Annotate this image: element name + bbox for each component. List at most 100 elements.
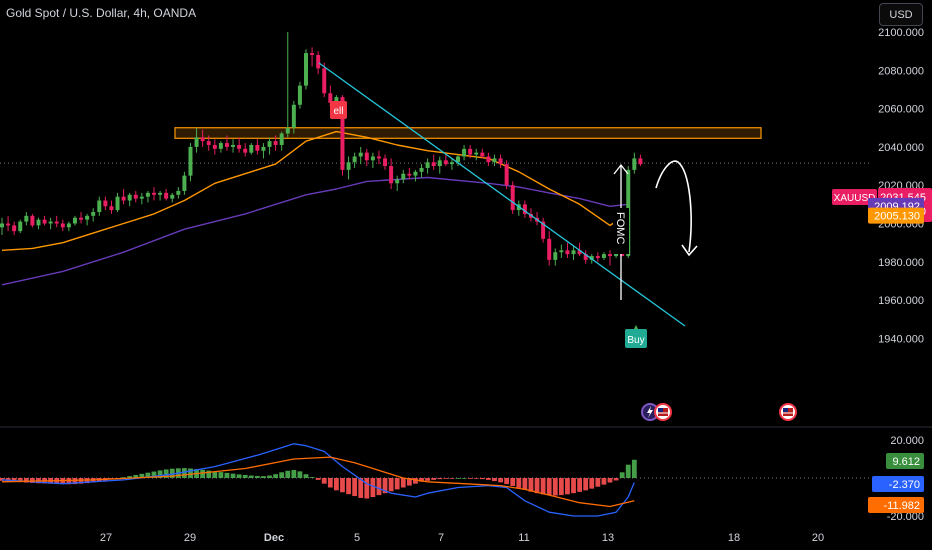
time-tick-label: 5 <box>354 532 360 544</box>
histogram-bar <box>437 478 443 480</box>
price-tick-label: 2040.000 <box>878 142 924 154</box>
candle-body <box>0 223 4 228</box>
histogram-bar <box>230 473 236 478</box>
candle <box>498 154 503 168</box>
histogram-bar <box>254 475 260 478</box>
candle-body <box>91 212 96 216</box>
candle-body <box>152 192 156 195</box>
candle <box>285 32 290 138</box>
histogram-bar <box>528 478 534 492</box>
histogram-bar <box>364 478 370 499</box>
candle <box>206 135 211 151</box>
candle-body <box>54 221 59 224</box>
candle-body <box>170 194 175 199</box>
candle <box>18 219 23 234</box>
histogram-bar <box>303 474 309 478</box>
histogram-bar <box>589 478 595 489</box>
candle-body <box>370 156 375 161</box>
candle <box>176 187 181 199</box>
candle-body <box>194 137 199 147</box>
histogram-bar <box>473 478 479 479</box>
candle-body <box>133 194 138 199</box>
histogram-bar <box>552 478 558 496</box>
lightning-icon <box>647 406 653 418</box>
candle <box>601 252 606 260</box>
buy-signal: Buy <box>625 325 647 348</box>
candle-body <box>36 219 41 226</box>
projection-arrow <box>655 160 698 257</box>
candle <box>273 135 278 151</box>
time-tick-label: 18 <box>728 532 740 544</box>
histogram-bar <box>200 469 206 478</box>
candle <box>407 167 412 180</box>
candle <box>79 212 84 224</box>
histogram-bar <box>346 478 351 495</box>
candle <box>449 158 454 170</box>
candle-body <box>328 93 333 103</box>
candle <box>145 190 150 203</box>
signal-value-badge-bg <box>868 497 924 513</box>
candle <box>431 154 436 170</box>
macd-axis: 20.000 -20.000 <box>887 435 924 523</box>
candle <box>480 148 485 159</box>
candle-body <box>553 252 558 260</box>
hist-value-badge: 9.612 <box>886 453 924 469</box>
candle <box>577 242 582 257</box>
histogram-bar <box>5 478 11 482</box>
histogram-bar <box>370 478 376 497</box>
histogram-bar <box>443 478 449 479</box>
candle <box>389 158 394 190</box>
candle <box>194 127 199 153</box>
candle <box>632 152 637 174</box>
candle-body <box>24 215 29 222</box>
candle <box>91 208 96 222</box>
histogram-bar <box>309 477 315 478</box>
candle <box>164 189 169 201</box>
candle-body <box>334 97 339 103</box>
buy-label-pointer <box>634 325 638 329</box>
candle-body <box>127 194 132 201</box>
candle-body <box>237 144 242 149</box>
ema-fast-badge-text: 2005.130 <box>874 211 920 223</box>
candle <box>413 169 418 182</box>
histogram-bar <box>504 478 510 485</box>
histogram-bar <box>619 472 625 478</box>
descending-trendline <box>318 62 686 327</box>
candle-body <box>437 160 442 167</box>
candle <box>419 164 424 178</box>
candle <box>583 250 588 264</box>
candle-body <box>340 97 345 170</box>
histogram-bar <box>492 478 497 482</box>
candle-body <box>565 250 570 255</box>
candle-body <box>18 221 23 232</box>
buy-label-text: Buy <box>627 335 644 346</box>
candle <box>36 217 41 230</box>
candle-body <box>431 162 436 167</box>
histogram-bar <box>72 478 78 485</box>
currency-button[interactable]: USD <box>879 3 923 26</box>
candle-body <box>583 254 588 260</box>
histogram-bar <box>583 478 589 491</box>
candle <box>322 62 327 98</box>
candle-body <box>522 204 527 214</box>
candle <box>352 152 357 168</box>
histogram-bar <box>321 478 327 484</box>
candle <box>462 144 467 161</box>
candle-body <box>279 133 284 145</box>
candle-body <box>66 223 71 228</box>
candle-body <box>638 158 643 165</box>
ema-fast-badge-bg <box>868 207 924 224</box>
macd-line <box>1 443 635 517</box>
candle-body <box>510 185 515 211</box>
candle-body <box>498 158 503 165</box>
candle-body <box>158 192 163 195</box>
histogram-bar <box>206 470 212 478</box>
histogram-bar <box>127 476 133 478</box>
candle <box>468 144 473 159</box>
candle-body <box>601 254 606 258</box>
candle-body <box>273 141 278 145</box>
candle <box>297 81 302 109</box>
icon-flag-blue <box>658 408 663 412</box>
candle <box>255 139 260 155</box>
